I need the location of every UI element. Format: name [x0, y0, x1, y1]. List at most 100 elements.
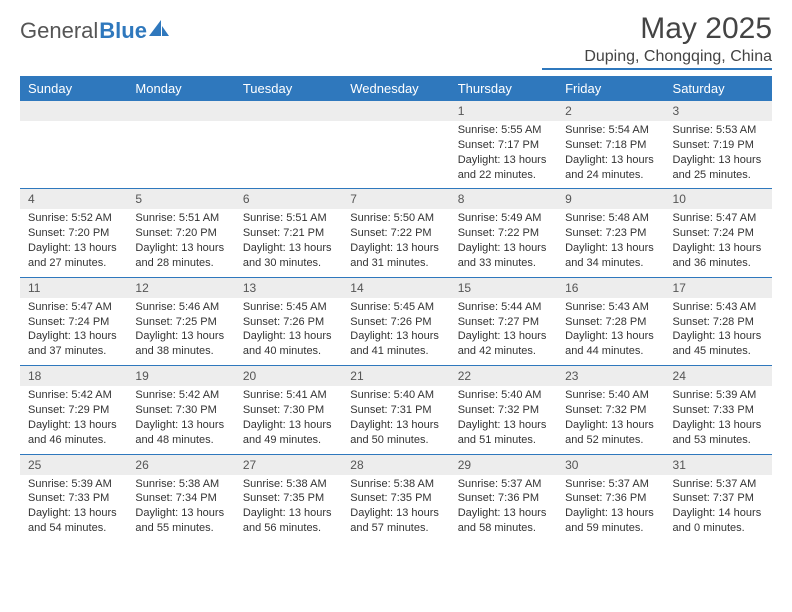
day-29-details: Sunrise: 5:37 AMSunset: 7:36 PMDaylight:… — [450, 475, 557, 542]
day-22-details: Sunrise: 5:40 AMSunset: 7:32 PMDaylight:… — [450, 386, 557, 454]
day-19-sunset: Sunset: 7:30 PM — [135, 403, 228, 418]
header: General Blue May 2025 Duping, Chongqing,… — [20, 12, 772, 70]
empty-cell — [235, 101, 342, 121]
day-7-number: 7 — [342, 189, 449, 210]
day-3-number: 3 — [665, 101, 772, 121]
day-18-details: Sunrise: 5:42 AMSunset: 7:29 PMDaylight:… — [20, 386, 127, 454]
empty-cell — [235, 121, 342, 189]
day-11-number: 11 — [20, 277, 127, 298]
empty-cell — [342, 121, 449, 189]
day-22-daylight: Daylight: 13 hours and 51 minutes. — [458, 418, 551, 448]
day-2-sunset: Sunset: 7:18 PM — [565, 138, 658, 153]
week-5-detail-row: Sunrise: 5:39 AMSunset: 7:33 PMDaylight:… — [20, 475, 772, 542]
day-18-sunset: Sunset: 7:29 PM — [28, 403, 121, 418]
day-9-daylight: Daylight: 13 hours and 34 minutes. — [565, 241, 658, 271]
day-25-daylight: Daylight: 13 hours and 54 minutes. — [28, 506, 121, 536]
day-31-sunset: Sunset: 7:37 PM — [673, 491, 766, 506]
day-24-sunset: Sunset: 7:33 PM — [673, 403, 766, 418]
day-15-details: Sunrise: 5:44 AMSunset: 7:27 PMDaylight:… — [450, 298, 557, 366]
day-18-number: 18 — [20, 366, 127, 387]
day-26-sunrise: Sunrise: 5:38 AM — [135, 477, 228, 492]
day-16-sunrise: Sunrise: 5:43 AM — [565, 300, 658, 315]
day-5-daylight: Daylight: 13 hours and 28 minutes. — [135, 241, 228, 271]
day-2-sunrise: Sunrise: 5:54 AM — [565, 123, 658, 138]
day-27-daylight: Daylight: 13 hours and 56 minutes. — [243, 506, 336, 536]
day-6-number: 6 — [235, 189, 342, 210]
location: Duping, Chongqing, China — [542, 48, 772, 66]
day-25-sunset: Sunset: 7:33 PM — [28, 491, 121, 506]
day-20-details: Sunrise: 5:41 AMSunset: 7:30 PMDaylight:… — [235, 386, 342, 454]
day-6-sunset: Sunset: 7:21 PM — [243, 226, 336, 241]
day-14-sunrise: Sunrise: 5:45 AM — [350, 300, 443, 315]
day-13-daylight: Daylight: 13 hours and 40 minutes. — [243, 329, 336, 359]
day-12-number: 12 — [127, 277, 234, 298]
day-25-details: Sunrise: 5:39 AMSunset: 7:33 PMDaylight:… — [20, 475, 127, 542]
day-20-daylight: Daylight: 13 hours and 49 minutes. — [243, 418, 336, 448]
title-block: May 2025 Duping, Chongqing, China — [542, 12, 772, 70]
week-4-detail-row: Sunrise: 5:42 AMSunset: 7:29 PMDaylight:… — [20, 386, 772, 454]
day-19-number: 19 — [127, 366, 234, 387]
day-8-details: Sunrise: 5:49 AMSunset: 7:22 PMDaylight:… — [450, 209, 557, 277]
day-13-sunset: Sunset: 7:26 PM — [243, 315, 336, 330]
day-21-daylight: Daylight: 13 hours and 50 minutes. — [350, 418, 443, 448]
day-27-number: 27 — [235, 454, 342, 475]
empty-cell — [20, 121, 127, 189]
day-17-sunrise: Sunrise: 5:43 AM — [673, 300, 766, 315]
day-4-sunset: Sunset: 7:20 PM — [28, 226, 121, 241]
day-22-number: 22 — [450, 366, 557, 387]
day-28-sunrise: Sunrise: 5:38 AM — [350, 477, 443, 492]
day-6-daylight: Daylight: 13 hours and 30 minutes. — [243, 241, 336, 271]
day-8-sunset: Sunset: 7:22 PM — [458, 226, 551, 241]
month-title: May 2025 — [542, 12, 772, 46]
calendar-body: 123Sunrise: 5:55 AMSunset: 7:17 PMDaylig… — [20, 101, 772, 542]
day-9-sunrise: Sunrise: 5:48 AM — [565, 211, 658, 226]
day-21-sunrise: Sunrise: 5:40 AM — [350, 388, 443, 403]
empty-cell — [20, 101, 127, 121]
day-16-details: Sunrise: 5:43 AMSunset: 7:28 PMDaylight:… — [557, 298, 664, 366]
week-3-daynum-row: 11121314151617 — [20, 277, 772, 298]
day-9-number: 9 — [557, 189, 664, 210]
empty-cell — [127, 101, 234, 121]
day-14-daylight: Daylight: 13 hours and 41 minutes. — [350, 329, 443, 359]
day-28-sunset: Sunset: 7:35 PM — [350, 491, 443, 506]
brand-part2: Blue — [99, 18, 147, 44]
day-24-number: 24 — [665, 366, 772, 387]
day-7-sunrise: Sunrise: 5:50 AM — [350, 211, 443, 226]
day-17-sunset: Sunset: 7:28 PM — [673, 315, 766, 330]
day-1-sunrise: Sunrise: 5:55 AM — [458, 123, 551, 138]
day-31-details: Sunrise: 5:37 AMSunset: 7:37 PMDaylight:… — [665, 475, 772, 542]
day-27-sunset: Sunset: 7:35 PM — [243, 491, 336, 506]
day-28-number: 28 — [342, 454, 449, 475]
day-6-sunrise: Sunrise: 5:51 AM — [243, 211, 336, 226]
day-23-sunrise: Sunrise: 5:40 AM — [565, 388, 658, 403]
day-29-sunset: Sunset: 7:36 PM — [458, 491, 551, 506]
day-8-sunrise: Sunrise: 5:49 AM — [458, 211, 551, 226]
weekday-tuesday: Tuesday — [235, 76, 342, 101]
day-14-sunset: Sunset: 7:26 PM — [350, 315, 443, 330]
day-5-details: Sunrise: 5:51 AMSunset: 7:20 PMDaylight:… — [127, 209, 234, 277]
day-20-sunrise: Sunrise: 5:41 AM — [243, 388, 336, 403]
day-19-details: Sunrise: 5:42 AMSunset: 7:30 PMDaylight:… — [127, 386, 234, 454]
day-10-sunrise: Sunrise: 5:47 AM — [673, 211, 766, 226]
day-29-daylight: Daylight: 13 hours and 58 minutes. — [458, 506, 551, 536]
brand-logo: General Blue — [20, 12, 171, 44]
brand-sail-icon — [149, 20, 171, 43]
day-11-daylight: Daylight: 13 hours and 37 minutes. — [28, 329, 121, 359]
weekday-friday: Friday — [557, 76, 664, 101]
day-4-details: Sunrise: 5:52 AMSunset: 7:20 PMDaylight:… — [20, 209, 127, 277]
day-9-details: Sunrise: 5:48 AMSunset: 7:23 PMDaylight:… — [557, 209, 664, 277]
day-6-details: Sunrise: 5:51 AMSunset: 7:21 PMDaylight:… — [235, 209, 342, 277]
day-10-number: 10 — [665, 189, 772, 210]
day-11-sunrise: Sunrise: 5:47 AM — [28, 300, 121, 315]
day-2-number: 2 — [557, 101, 664, 121]
day-26-number: 26 — [127, 454, 234, 475]
day-30-sunrise: Sunrise: 5:37 AM — [565, 477, 658, 492]
day-7-details: Sunrise: 5:50 AMSunset: 7:22 PMDaylight:… — [342, 209, 449, 277]
day-28-details: Sunrise: 5:38 AMSunset: 7:35 PMDaylight:… — [342, 475, 449, 542]
day-2-daylight: Daylight: 13 hours and 24 minutes. — [565, 153, 658, 183]
day-7-sunset: Sunset: 7:22 PM — [350, 226, 443, 241]
week-5-daynum-row: 25262728293031 — [20, 454, 772, 475]
weekday-sunday: Sunday — [20, 76, 127, 101]
day-5-number: 5 — [127, 189, 234, 210]
day-27-details: Sunrise: 5:38 AMSunset: 7:35 PMDaylight:… — [235, 475, 342, 542]
